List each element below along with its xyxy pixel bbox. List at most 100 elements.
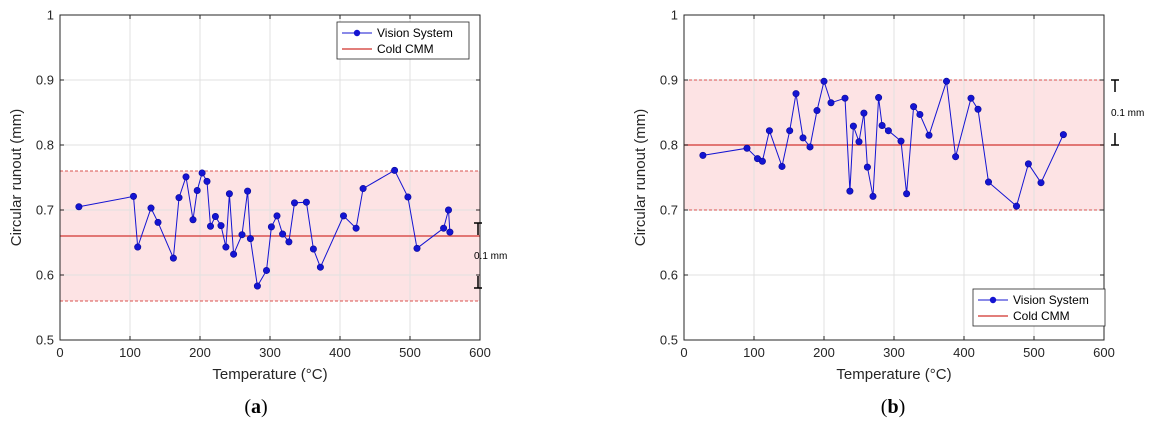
vision-system-point	[267, 223, 275, 231]
vision-system-point	[279, 230, 287, 238]
legend: Vision System Cold CMM	[336, 21, 470, 60]
vision-system-point	[778, 162, 786, 170]
vision-system-point	[743, 144, 751, 152]
y-tick-label: 0.6	[660, 268, 678, 283]
vision-system-point	[860, 109, 868, 117]
vision-system-point	[352, 224, 360, 232]
legend-vision-marker	[989, 296, 997, 304]
vision-system-point	[154, 218, 162, 226]
vision-system-point	[222, 243, 230, 251]
vision-system-point	[813, 107, 821, 115]
legend-vision-marker	[353, 29, 361, 37]
vision-system-point	[339, 212, 347, 220]
vision-system-point	[967, 94, 975, 102]
vision-system-point	[244, 187, 252, 195]
vision-system-point	[910, 103, 918, 111]
chart-panel-a: 0 100 200 300 400 500 600 0.5 0.6 0.7 0.8 0.9 1 Tempe…	[8, 8, 507, 419]
vision-system-point	[309, 245, 317, 253]
vision-system-point	[849, 122, 857, 130]
y-tick-label: 0.7	[36, 203, 54, 218]
y-tick-label: 0.9	[36, 73, 54, 88]
scale-bar-label: 0.1 mm	[474, 251, 507, 262]
x-axis-label: Temperature (°C)	[212, 366, 327, 383]
vision-system-point	[285, 238, 293, 246]
x-tick-label: 500	[399, 345, 421, 360]
vision-system-point	[925, 131, 933, 139]
legend: Vision System Cold CMM	[972, 288, 1106, 327]
vision-system-point	[359, 185, 367, 193]
x-tick-label: 100	[743, 345, 765, 360]
x-tick-label: 0	[56, 345, 63, 360]
vision-system-point	[806, 143, 814, 151]
vision-system-point	[182, 173, 190, 181]
vision-system-point	[984, 178, 992, 186]
vision-system-point	[1024, 160, 1032, 168]
vision-system-point	[207, 222, 215, 230]
legend-cmm-label: Cold CMM	[1013, 309, 1070, 323]
vision-system-point	[130, 192, 138, 200]
y-tick-label: 0.5	[36, 333, 54, 348]
x-tick-label: 100	[119, 345, 141, 360]
scale-bar-label: 0.1 mm	[1111, 108, 1144, 119]
vision-system-point	[189, 216, 197, 224]
panel-label: (a)	[244, 396, 267, 418]
vision-system-point	[799, 134, 807, 142]
vision-system-point	[878, 122, 886, 130]
vision-system-point	[869, 192, 877, 200]
x-axis-label: Temperature (°C)	[836, 366, 951, 383]
vision-system-point	[1012, 202, 1020, 210]
vision-system-point	[211, 213, 219, 221]
vision-system-point	[758, 157, 766, 165]
vision-system-point	[203, 177, 211, 185]
panel-label-open-paren: (	[881, 396, 888, 418]
y-tick-label: 0.7	[660, 203, 678, 218]
x-tick-label: 600	[469, 345, 491, 360]
vision-system-point	[230, 250, 238, 258]
vision-system-point	[446, 228, 454, 236]
chart-panel-b: 0 100 200 300 400 500 600 0.5 0.6 0.7 0.8 0.9 1 Tempe…	[632, 8, 1144, 419]
y-axis-label: Circular runout (mm)	[632, 109, 649, 247]
x-tick-label: 300	[883, 345, 905, 360]
vision-system-point	[1037, 179, 1045, 187]
vision-system-point	[863, 163, 871, 171]
y-tick-label: 1	[47, 8, 54, 23]
vision-system-point	[290, 199, 298, 207]
vision-system-point	[391, 166, 399, 174]
x-tick-label: 300	[259, 345, 281, 360]
x-tick-label: 0	[680, 345, 687, 360]
vision-system-point	[846, 187, 854, 195]
vision-system-point	[253, 282, 261, 290]
panel-label-close-paren: )	[899, 396, 906, 418]
x-tick-label: 200	[189, 345, 211, 360]
vision-system-point	[942, 77, 950, 85]
y-tick-label: 0.9	[660, 73, 678, 88]
vision-system-point	[1059, 131, 1067, 139]
vision-system-point	[974, 105, 982, 113]
vision-system-point	[134, 243, 142, 251]
legend-box	[336, 21, 470, 60]
panel-label: (b)	[881, 396, 905, 418]
x-tick-label: 600	[1093, 345, 1115, 360]
legend-cmm-label: Cold CMM	[377, 42, 434, 56]
vision-system-line	[78, 169, 451, 288]
vision-system-point	[238, 231, 246, 239]
vision-system-point	[444, 206, 452, 214]
vision-system-point	[404, 193, 412, 201]
vision-system-point	[175, 194, 183, 202]
panel-label-close-paren: )	[261, 396, 268, 418]
vision-system-point	[302, 198, 310, 206]
vision-system-point	[413, 244, 421, 252]
vision-system-point	[273, 212, 281, 220]
vision-system-point	[952, 153, 960, 161]
vision-system-point	[875, 94, 883, 102]
x-tick-label: 200	[813, 345, 835, 360]
panel-label-letter: b	[887, 396, 898, 418]
legend-box	[972, 288, 1106, 327]
vision-system-point	[855, 138, 863, 146]
vision-system-point	[820, 77, 828, 85]
scale-bar: 0.1 mm	[474, 222, 507, 289]
y-axis-label: Circular runout (mm)	[8, 109, 25, 247]
panel-label-letter: a	[251, 396, 261, 418]
y-tick-label: 1	[671, 8, 678, 23]
